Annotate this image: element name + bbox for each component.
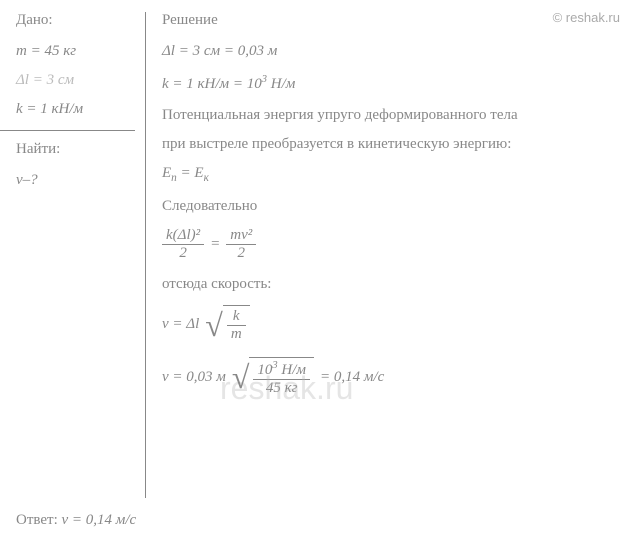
explain-text-1: Потенциальная энергия упруго деформирова… bbox=[162, 107, 620, 124]
given-k: k = 1 кН/м bbox=[16, 101, 135, 118]
k-conv-prefix: k = 1 кН/м = 10 bbox=[162, 76, 262, 92]
watermark-top: © reshak.ru bbox=[553, 10, 620, 25]
find-variable: v–? bbox=[16, 172, 135, 189]
sqrt-numeric: √ 103 Н/м 45 кг bbox=[232, 357, 314, 397]
main-container: Дано: m = 45 кг Δl = 3 см k = 1 кН/м Най… bbox=[0, 0, 636, 506]
answer-label: Ответ: bbox=[16, 512, 62, 528]
sqrt2-num-b: Н/м bbox=[278, 362, 306, 378]
v-eq-prefix: v = Δl bbox=[162, 316, 199, 333]
v-num-prefix: v = 0,03 м bbox=[162, 369, 226, 386]
e-kinetic: E bbox=[194, 165, 203, 181]
solution-label: Решение bbox=[162, 12, 620, 29]
fraction-right: mv² 2 bbox=[226, 227, 256, 262]
frac1-den: 2 bbox=[162, 245, 204, 262]
e-potential: E bbox=[162, 165, 171, 181]
consequently-text: Следовательно bbox=[162, 198, 620, 215]
divider bbox=[0, 130, 135, 131]
sqrt2-den: 45 кг bbox=[253, 380, 310, 397]
k-conversion: k = 1 кН/м = 103 Н/м bbox=[162, 74, 620, 93]
given-dl: Δl = 3 см bbox=[16, 72, 135, 89]
v-result: = 0,14 м/с bbox=[320, 369, 384, 386]
given-label: Дано: bbox=[16, 12, 135, 29]
frac1-num: k(Δl)² bbox=[162, 227, 204, 245]
energy-equation: Eп = Eк bbox=[162, 165, 620, 184]
sqrt-sign-2: √ bbox=[232, 361, 250, 401]
velocity-numeric: v = 0,03 м √ 103 Н/м 45 кг = 0,14 м/с bbox=[162, 357, 620, 397]
sqrt1-den: m bbox=[227, 326, 246, 343]
dl-conversion: Δl = 3 см = 0,03 м bbox=[162, 43, 620, 60]
e-kinetic-sub: к bbox=[204, 172, 209, 184]
fraction-equation: k(Δl)² 2 = mv² 2 bbox=[162, 227, 620, 262]
explain-text-2: при выстреле преобразуется в кинетическу… bbox=[162, 136, 620, 153]
k-conv-suffix: Н/м bbox=[267, 76, 295, 92]
fraction-left: k(Δl)² 2 bbox=[162, 227, 204, 262]
answer-value: v = 0,14 м/с bbox=[62, 512, 137, 528]
solution-column: Решение Δl = 3 см = 0,03 м k = 1 кН/м = … bbox=[146, 12, 620, 498]
velocity-formula: v = Δl √ k m bbox=[162, 305, 620, 343]
hence-text: отсюда скорость: bbox=[162, 276, 620, 293]
sqrt-symbolic: √ k m bbox=[205, 305, 249, 343]
sqrt1-num: k bbox=[227, 308, 246, 326]
answer-line: Ответ: v = 0,14 м/с bbox=[0, 508, 636, 533]
given-column: Дано: m = 45 кг Δl = 3 см k = 1 кН/м Най… bbox=[16, 12, 146, 498]
sqrt2-num-a: 10 bbox=[257, 362, 272, 378]
e-potential-sub: п bbox=[171, 172, 177, 184]
find-label: Найти: bbox=[16, 141, 135, 158]
sqrt-sign-1: √ bbox=[205, 309, 223, 347]
frac2-den: 2 bbox=[226, 245, 256, 262]
given-mass: m = 45 кг bbox=[16, 43, 135, 60]
frac2-num: mv² bbox=[226, 227, 256, 245]
